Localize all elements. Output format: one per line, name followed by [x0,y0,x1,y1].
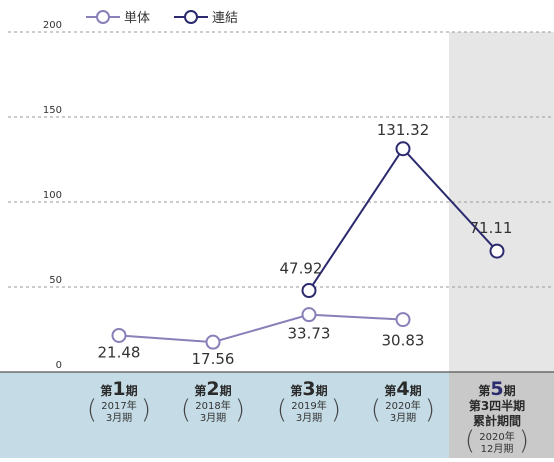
category-month: 12月期 [481,443,514,455]
data-label: 30.83 [382,332,425,350]
category-year: 2018年 [195,399,230,412]
data-label: 131.32 [377,121,430,139]
paren-left: ( [465,426,475,456]
category-extra: 累計期間 [473,413,521,428]
legend-label: 連結 [212,11,238,26]
data-point [303,308,316,321]
category-year: 2019年 [291,399,326,412]
category-extra: 第3四半期 [469,398,525,413]
paren-left: ( [87,395,97,425]
paren-right: ) [141,395,151,425]
legend-marker [97,11,109,23]
paren-left: ( [371,395,381,425]
data-point [397,313,410,326]
legend-label: 単体 [124,10,150,26]
data-point [491,245,504,258]
y-tick-label: 50 [49,275,62,286]
data-label: 33.73 [288,325,331,343]
data-label: 17.56 [192,350,235,368]
data-label: 47.92 [280,260,323,278]
paren-right: ) [235,395,245,425]
y-tick-label: 200 [43,20,62,31]
legend-marker [185,11,197,23]
category-year: 2020年 [385,399,420,412]
category-month: 3月期 [200,412,226,424]
category-month: 3月期 [296,412,322,424]
y-tick-label: 0 [56,360,62,371]
data-point [207,336,220,349]
category-year: 2020年 [479,430,514,443]
category-year: 2017年 [101,399,136,412]
data-point [397,142,410,155]
data-label: 71.11 [470,219,513,237]
paren-right: ) [425,395,435,425]
data-point [303,284,316,297]
data-label: 21.48 [98,343,141,361]
paren-left: ( [181,395,191,425]
category-month: 3月期 [106,412,132,424]
category-month: 3月期 [390,412,416,424]
paren-right: ) [519,426,529,456]
series-line-tantai [119,315,403,342]
y-tick-label: 100 [43,190,62,201]
paren-left: ( [277,395,287,425]
data-point [113,329,126,342]
paren-right: ) [331,395,341,425]
y-tick-label: 150 [43,105,62,116]
